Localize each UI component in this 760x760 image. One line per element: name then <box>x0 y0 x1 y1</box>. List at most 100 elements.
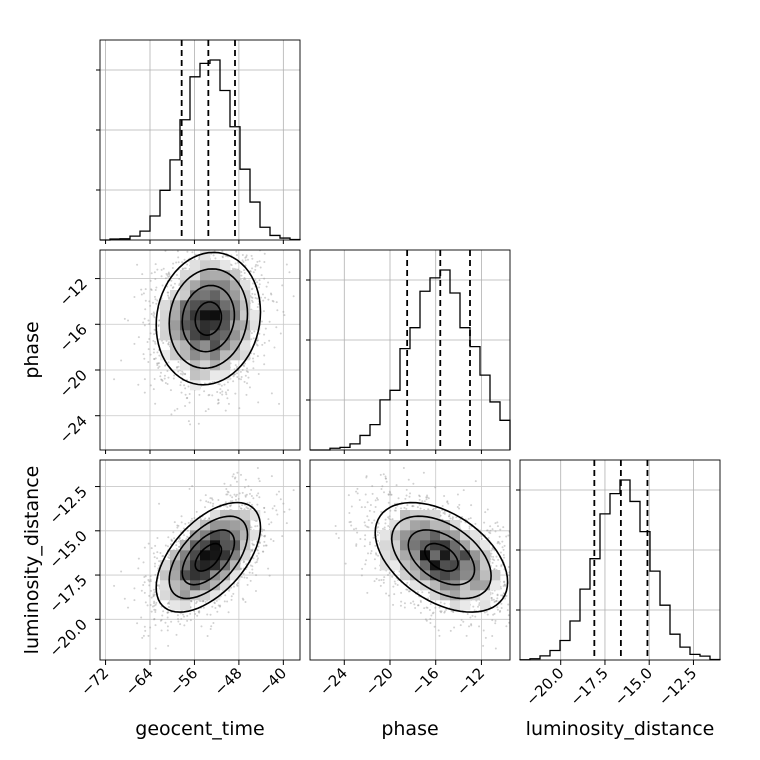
sample-point <box>235 254 238 257</box>
sample-point <box>269 292 272 295</box>
sample-point <box>153 378 156 381</box>
sample-point <box>148 300 151 303</box>
contour-0.675 <box>168 268 249 370</box>
sample-point <box>120 570 123 573</box>
sample-point <box>292 489 295 492</box>
sample-point <box>262 550 265 553</box>
sample-point <box>255 574 258 577</box>
density-cell <box>210 270 221 281</box>
sample-point <box>167 291 170 294</box>
sample-point <box>217 398 220 401</box>
sample-point <box>251 572 254 575</box>
density-cell <box>200 290 211 301</box>
sample-point <box>219 391 222 394</box>
sample-point <box>120 359 123 362</box>
density-cell <box>230 280 241 291</box>
density-cell <box>250 320 261 331</box>
density-cell <box>180 360 191 371</box>
density-cell <box>210 370 221 381</box>
sample-point <box>231 500 234 503</box>
sample-point <box>161 284 164 287</box>
sample-point <box>189 423 192 426</box>
sample-point <box>240 507 243 510</box>
sample-point <box>182 372 185 375</box>
sample-point <box>154 402 157 405</box>
sample-point <box>243 486 246 489</box>
sample-point <box>158 319 161 322</box>
sample-point <box>150 596 153 599</box>
sample-point <box>197 422 200 425</box>
sample-point <box>175 548 178 551</box>
sample-point <box>176 250 179 253</box>
sample-point <box>180 618 183 621</box>
sample-point <box>229 505 232 508</box>
sample-point <box>229 494 232 497</box>
sample-point <box>152 388 155 391</box>
sample-point <box>167 611 170 614</box>
sample-point <box>202 599 205 602</box>
hist-panel-phase <box>306 249 511 451</box>
sample-point <box>245 255 248 258</box>
sample-point <box>167 536 170 539</box>
sample-point <box>249 507 252 510</box>
sample-point <box>233 247 235 249</box>
sample-point <box>267 298 270 301</box>
density-cell <box>230 270 241 281</box>
density-cell <box>240 280 251 291</box>
sample-point <box>292 295 295 298</box>
sample-point <box>211 605 214 608</box>
sample-point <box>239 378 242 381</box>
sample-point <box>149 604 152 607</box>
sample-point <box>216 610 219 613</box>
sample-point <box>209 613 212 616</box>
sample-point <box>179 372 182 375</box>
density-cell <box>210 320 221 331</box>
sample-point <box>215 599 218 602</box>
sample-point <box>245 254 248 257</box>
sample-point <box>175 366 178 369</box>
sample-point <box>254 296 257 299</box>
density-cell <box>210 340 221 351</box>
sample-point <box>167 296 170 299</box>
sample-point <box>178 284 181 287</box>
sample-point <box>150 272 153 275</box>
sample-point <box>151 605 154 608</box>
sample-point <box>278 490 281 493</box>
sample-point <box>143 591 146 594</box>
density-cell <box>240 310 251 321</box>
sample-point <box>154 263 157 266</box>
contour-0.864 <box>155 251 262 386</box>
sample-point <box>258 496 261 499</box>
sample-point <box>263 535 266 538</box>
density-cell <box>190 330 201 341</box>
sample-point <box>256 503 259 506</box>
sample-point <box>177 365 180 368</box>
sample-point <box>257 339 260 342</box>
sample-point <box>183 615 186 618</box>
sample-point <box>233 267 236 270</box>
sample-point <box>233 493 236 496</box>
sample-point <box>149 626 152 629</box>
sample-point <box>154 610 157 613</box>
sample-point <box>184 267 187 270</box>
sample-point <box>263 540 266 543</box>
sample-point <box>166 629 169 632</box>
sample-point <box>225 487 228 490</box>
density-cell <box>220 260 231 271</box>
sample-point <box>241 254 244 257</box>
sample-point <box>263 333 266 336</box>
sample-point <box>166 625 169 628</box>
sample-point <box>254 561 257 564</box>
sample-point <box>152 311 155 314</box>
density-cell <box>200 250 211 261</box>
sample-point <box>268 339 271 342</box>
sample-point <box>164 277 167 280</box>
sample-point <box>175 633 178 636</box>
sample-point <box>223 482 226 485</box>
sample-point <box>137 567 140 570</box>
sample-point <box>224 501 227 504</box>
sample-point <box>177 540 180 543</box>
sample-point <box>153 348 156 351</box>
sample-point <box>166 545 169 548</box>
contour-0.393 <box>181 284 236 353</box>
